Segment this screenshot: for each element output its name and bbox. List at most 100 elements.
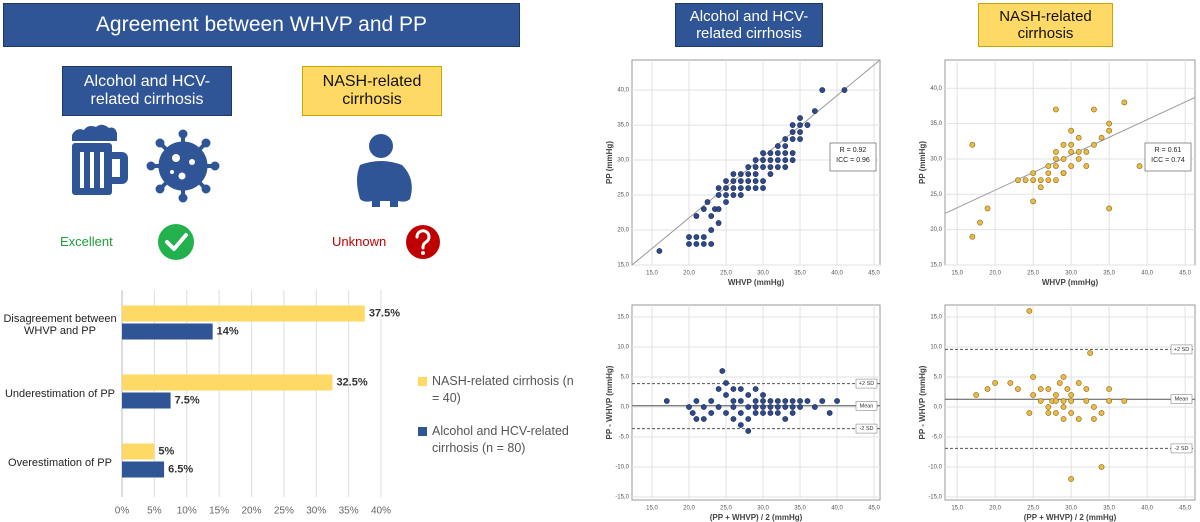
question-icon [406, 225, 440, 259]
y-tick-label: 35,0 [930, 121, 942, 127]
y-tick-label: 5,0 [621, 375, 630, 381]
beer-icon [72, 124, 128, 195]
reference-label: -2 SD [1174, 446, 1188, 452]
x-tick-label: 30,0 [1065, 506, 1077, 512]
data-point [1068, 476, 1075, 482]
column-heading: NASH-related cirrhosis [978, 3, 1113, 47]
reference-label: Mean [860, 403, 874, 409]
data-point [745, 171, 752, 177]
data-point [789, 398, 796, 404]
data-point [723, 392, 729, 398]
data-point [700, 234, 707, 240]
data-point [745, 164, 752, 170]
column-heading: Alcohol and HCV-related cirrhosis [675, 3, 823, 47]
y-tick-label: -10,0 [928, 465, 942, 471]
data-point [1030, 177, 1037, 184]
virus-icon [146, 129, 220, 203]
data-point [1121, 398, 1128, 404]
data-point [745, 178, 752, 184]
data-point [708, 398, 715, 404]
data-point [1068, 127, 1075, 134]
data-point [984, 386, 991, 392]
y-tick-label: 5,0 [934, 375, 943, 381]
data-point [1083, 386, 1090, 392]
data-point [1037, 184, 1044, 191]
y-tick-label: 25,0 [930, 192, 942, 198]
data-point [804, 122, 811, 128]
data-point [797, 129, 803, 135]
data-point [715, 220, 722, 226]
data-point [745, 404, 752, 410]
data-point [1030, 170, 1037, 177]
data-point [819, 87, 826, 93]
x-tick-label: 45,0 [868, 271, 880, 277]
data-point [723, 192, 729, 198]
data-point [752, 410, 759, 416]
x-tick-label: 35,0 [1103, 271, 1115, 277]
y-tick-label: 30,0 [617, 158, 629, 164]
y-axis-label: PP - WHVP (mmHg) [918, 365, 927, 439]
verdict: Excellent [60, 234, 113, 249]
x-tick-label: 30% [306, 506, 326, 517]
data-point [752, 171, 759, 177]
data-point [767, 410, 774, 416]
data-point [752, 178, 759, 184]
data-point [789, 157, 796, 163]
data-point [693, 234, 700, 240]
x-tick-label: 25,0 [1027, 506, 1039, 512]
data-point [730, 398, 737, 404]
data-point [737, 386, 744, 392]
data-point [1060, 156, 1067, 162]
data-point [1106, 398, 1113, 404]
data-point [782, 404, 789, 410]
data-point [752, 157, 759, 163]
data-point [745, 416, 752, 422]
bar [122, 461, 165, 478]
data-point [760, 392, 766, 398]
x-axis-label: WHVP (mmHg) [1042, 278, 1099, 287]
data-point [789, 136, 796, 142]
icons [72, 124, 440, 260]
reference-label: +2 SD [1174, 347, 1189, 353]
data-point [745, 428, 752, 434]
data-point [782, 157, 789, 163]
data-point [811, 108, 818, 114]
group-label: Alcohol and HCV-related cirrhosis [62, 66, 232, 116]
x-tick-label: 20% [241, 506, 261, 517]
data-point [984, 205, 991, 212]
data-point [656, 248, 663, 254]
data-point [1106, 386, 1113, 392]
verdict: Unknown [332, 234, 387, 249]
category-label: Overestimation of PP [8, 456, 112, 469]
x-tick-label: 35,0 [1103, 506, 1115, 512]
data-point [1106, 127, 1113, 134]
value-label: 37.5% [369, 307, 400, 319]
data-point [789, 410, 796, 416]
data-point [1053, 177, 1059, 184]
y-tick-label: 15,0 [617, 315, 629, 321]
data-point [760, 404, 766, 410]
reference-label: -2 SD [859, 426, 873, 432]
data-point [1083, 398, 1090, 404]
reference-label: +2 SD [859, 381, 874, 387]
bar [122, 392, 171, 409]
legend-swatch [418, 377, 427, 386]
data-point [760, 178, 766, 184]
annotation-box [1144, 142, 1192, 172]
reference-label: Mean [1175, 397, 1189, 403]
data-point [715, 185, 722, 191]
x-tick-label: 40,0 [1141, 271, 1153, 277]
y-tick-label: -10,0 [615, 465, 629, 471]
data-point [1030, 392, 1037, 398]
x-tick-label: 20,0 [683, 506, 695, 512]
data-point [1053, 398, 1059, 404]
data-point [1091, 416, 1097, 422]
data-point [1037, 398, 1044, 404]
x-tick-label: 40,0 [831, 506, 843, 512]
value-label: 6.5% [168, 463, 193, 475]
data-point [782, 164, 789, 170]
main-title: Agreement between WHVP and PP [3, 3, 520, 47]
data-point [797, 115, 803, 121]
